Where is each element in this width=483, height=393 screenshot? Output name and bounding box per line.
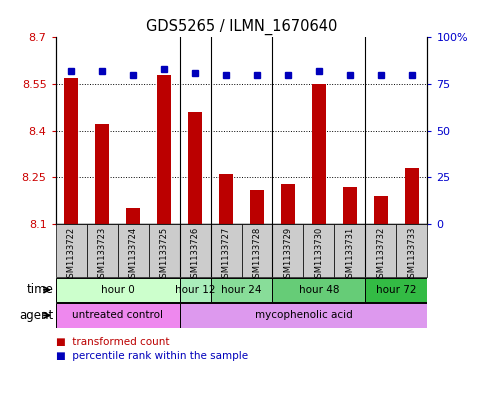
- Bar: [157, 75, 171, 224]
- Text: GSM1133733: GSM1133733: [408, 227, 416, 283]
- Text: GSM1133724: GSM1133724: [128, 227, 138, 283]
- Text: GSM1133723: GSM1133723: [98, 227, 107, 283]
- FancyBboxPatch shape: [149, 224, 180, 277]
- FancyBboxPatch shape: [211, 224, 242, 277]
- Bar: [95, 125, 109, 224]
- Text: GSM1133727: GSM1133727: [222, 227, 230, 283]
- Text: GSM1133729: GSM1133729: [284, 227, 293, 283]
- Text: GSM1133722: GSM1133722: [67, 227, 75, 283]
- Text: GSM1133731: GSM1133731: [345, 227, 355, 283]
- Bar: [405, 168, 419, 224]
- Text: GSM1133730: GSM1133730: [314, 227, 324, 283]
- Bar: [250, 190, 264, 224]
- Text: hour 72: hour 72: [376, 285, 417, 295]
- FancyBboxPatch shape: [180, 277, 211, 302]
- Bar: [312, 84, 326, 224]
- Text: GSM1133728: GSM1133728: [253, 227, 261, 283]
- Text: hour 0: hour 0: [100, 285, 134, 295]
- FancyBboxPatch shape: [272, 277, 366, 302]
- FancyBboxPatch shape: [366, 224, 397, 277]
- FancyBboxPatch shape: [303, 224, 334, 277]
- Text: time: time: [26, 283, 53, 296]
- Text: ■  transformed count: ■ transformed count: [56, 337, 169, 347]
- Bar: [64, 78, 78, 224]
- Text: untreated control: untreated control: [72, 310, 163, 320]
- Text: ■  percentile rank within the sample: ■ percentile rank within the sample: [56, 351, 248, 361]
- FancyBboxPatch shape: [56, 303, 180, 328]
- Bar: [281, 184, 295, 224]
- FancyBboxPatch shape: [117, 224, 149, 277]
- FancyBboxPatch shape: [366, 277, 427, 302]
- FancyBboxPatch shape: [334, 224, 366, 277]
- FancyBboxPatch shape: [242, 224, 272, 277]
- Text: mycophenolic acid: mycophenolic acid: [255, 310, 353, 320]
- FancyBboxPatch shape: [180, 303, 427, 328]
- Bar: [188, 112, 202, 224]
- Text: GSM1133726: GSM1133726: [190, 227, 199, 283]
- Title: GDS5265 / ILMN_1670640: GDS5265 / ILMN_1670640: [146, 18, 337, 35]
- FancyBboxPatch shape: [86, 224, 117, 277]
- FancyBboxPatch shape: [211, 277, 272, 302]
- Text: hour 24: hour 24: [221, 285, 262, 295]
- Text: agent: agent: [19, 309, 53, 322]
- Text: GSM1133732: GSM1133732: [376, 227, 385, 283]
- Bar: [219, 174, 233, 224]
- Text: hour 48: hour 48: [298, 285, 339, 295]
- FancyBboxPatch shape: [56, 277, 180, 302]
- FancyBboxPatch shape: [56, 224, 86, 277]
- FancyBboxPatch shape: [397, 224, 427, 277]
- FancyBboxPatch shape: [272, 224, 303, 277]
- FancyBboxPatch shape: [180, 224, 211, 277]
- Text: hour 12: hour 12: [175, 285, 215, 295]
- Bar: [374, 196, 388, 224]
- Bar: [126, 208, 140, 224]
- Bar: [343, 187, 357, 224]
- Text: GSM1133725: GSM1133725: [159, 227, 169, 283]
